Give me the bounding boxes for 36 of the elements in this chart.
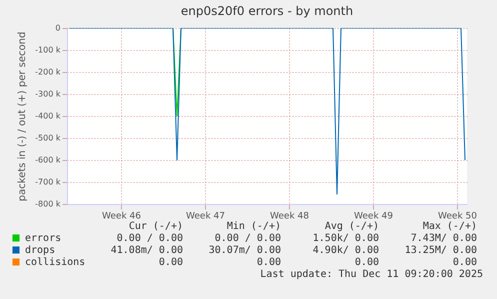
y-tick-label: -200 k [35, 68, 61, 76]
chart-title: enp0s20f0 errors - by month [180, 4, 354, 18]
y-tick-label: -800 k [35, 200, 61, 208]
text: 0.00 [256, 257, 281, 269]
x-tick-label: Week 46 [102, 212, 142, 222]
y-tick-label: -100 k [35, 46, 61, 54]
text: 7.43M/ 0.00 [410, 233, 477, 245]
text: Cur (-/+) [128, 221, 183, 233]
text: 0.00 / 0.00 [214, 233, 281, 245]
text: Min (-/+) [226, 221, 281, 233]
y-tick-label: -500 k [35, 134, 61, 142]
text: 0.00 / 0.00 [116, 233, 183, 245]
text: 1.50k/ 0.00 [312, 233, 379, 245]
y-axis-title: packets in (-) / out (+) per second [17, 32, 28, 202]
y-tick-label: -400 k [35, 112, 61, 120]
text: 4.90k/ 0.00 [312, 245, 379, 257]
x-tick-label: Week 47 [186, 212, 225, 222]
y-tick-label: -300 k [35, 90, 61, 98]
legend-label: errors [25, 233, 62, 244]
x-tick-label: Week 49 [354, 212, 394, 222]
y-tick-label: -600 k [35, 156, 61, 164]
text: 41.08m/ 0.00 [110, 245, 183, 257]
text: Avg (-/+) [324, 221, 379, 233]
legend-label: collisions [25, 257, 86, 268]
x-tick-label: Week 50 [438, 212, 478, 222]
text: 30.07m/ 0.00 [208, 245, 281, 257]
y-tick-label: -700 k [35, 178, 61, 186]
text: 0.00 [158, 257, 183, 269]
x-tick-label: Week 48 [270, 212, 310, 222]
text: 0.00 [452, 257, 477, 269]
legend-label: drops [25, 245, 56, 256]
y-tick-label: 0 [55, 24, 60, 32]
text: Max (-/+) [422, 221, 477, 233]
text: Last update: Thu Dec 11 09:20:00 2025 [260, 269, 483, 281]
text: 13.25M/ 0.00 [404, 245, 477, 257]
text: 0.00 [354, 257, 379, 269]
